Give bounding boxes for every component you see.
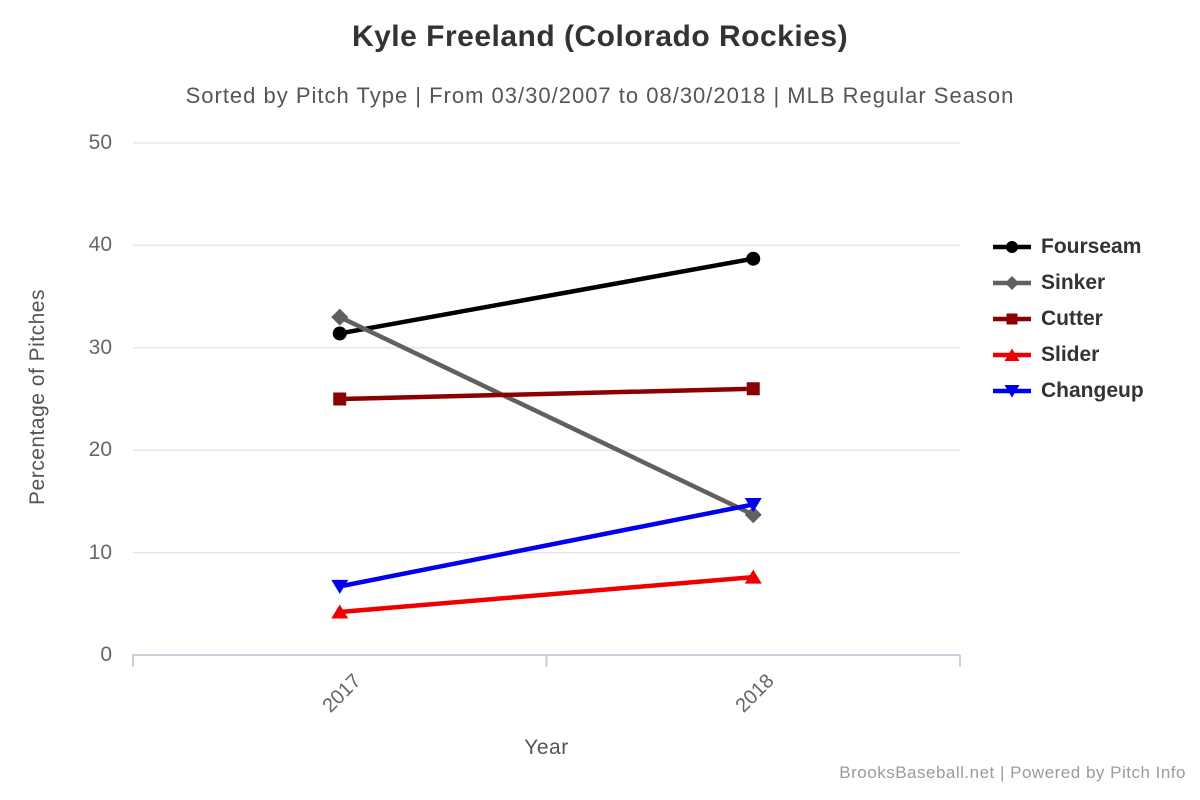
point-changeup-2018[interactable]: [744, 497, 762, 512]
y-tick-label-0: 0: [100, 643, 112, 666]
changeup-triangle-down-icon: [993, 385, 1031, 398]
legend-item-slider[interactable]: Slider: [992, 337, 1144, 373]
chart-subtitle: Sorted by Pitch Type | From 03/30/2007 t…: [185, 83, 1015, 108]
sinker-diamond-icon: [993, 276, 1031, 290]
legend-item-fourseam[interactable]: Fourseam: [992, 229, 1144, 265]
point-sinker-2018[interactable]: [744, 506, 762, 524]
y-tick-label-40: 40: [88, 233, 112, 257]
point-changeup-2017[interactable]: [331, 579, 349, 594]
series-line-sinker: [338, 315, 755, 517]
y-tick-label-50: 50: [88, 131, 112, 154]
point-cutter-2018[interactable]: [746, 382, 760, 396]
legend-item-sinker[interactable]: Sinker: [992, 265, 1144, 301]
point-fourseam-2017[interactable]: [332, 326, 347, 341]
cutter-square-icon: [993, 313, 1031, 325]
y-tick-label-10: 10: [88, 540, 112, 564]
series-line-fourseam: [339, 256, 754, 336]
legend-label-slider: Slider: [1041, 343, 1100, 366]
chart-title: Kyle Freeland (Colorado Rockies): [351, 20, 849, 53]
legend-label-cutter: Cutter: [1041, 307, 1103, 330]
fourseam-circle-icon: [993, 241, 1031, 253]
x-axis-title: Year: [524, 736, 569, 759]
y-axis-title: Percentage of Pitches: [26, 289, 49, 505]
point-cutter-2017[interactable]: [333, 392, 347, 406]
slider-triangle-up-icon: [993, 348, 1031, 361]
point-fourseam-2018[interactable]: [746, 251, 761, 266]
legend-item-changeup[interactable]: Changeup: [992, 373, 1144, 409]
chart-footer-credit: BrooksBaseball.net | Powered by Pitch In…: [839, 763, 1186, 782]
point-sinker-2017[interactable]: [331, 308, 349, 326]
legend-item-cutter[interactable]: Cutter: [992, 301, 1144, 337]
legend-label-changeup: Changeup: [1041, 379, 1144, 402]
point-slider-2017[interactable]: [331, 604, 349, 619]
series-line-slider: [339, 574, 754, 615]
point-slider-2018[interactable]: [744, 569, 762, 584]
legend-label-fourseam: Fourseam: [1041, 235, 1142, 258]
y-tick-label-20: 20: [88, 438, 112, 462]
legend: Fourseam Sinker Cutter Slider Changeup: [992, 229, 1144, 409]
y-tick-label-30: 30: [88, 335, 112, 359]
legend-label-sinker: Sinker: [1041, 271, 1106, 294]
series-line-cutter: [339, 386, 754, 402]
series-line-changeup: [339, 502, 754, 589]
